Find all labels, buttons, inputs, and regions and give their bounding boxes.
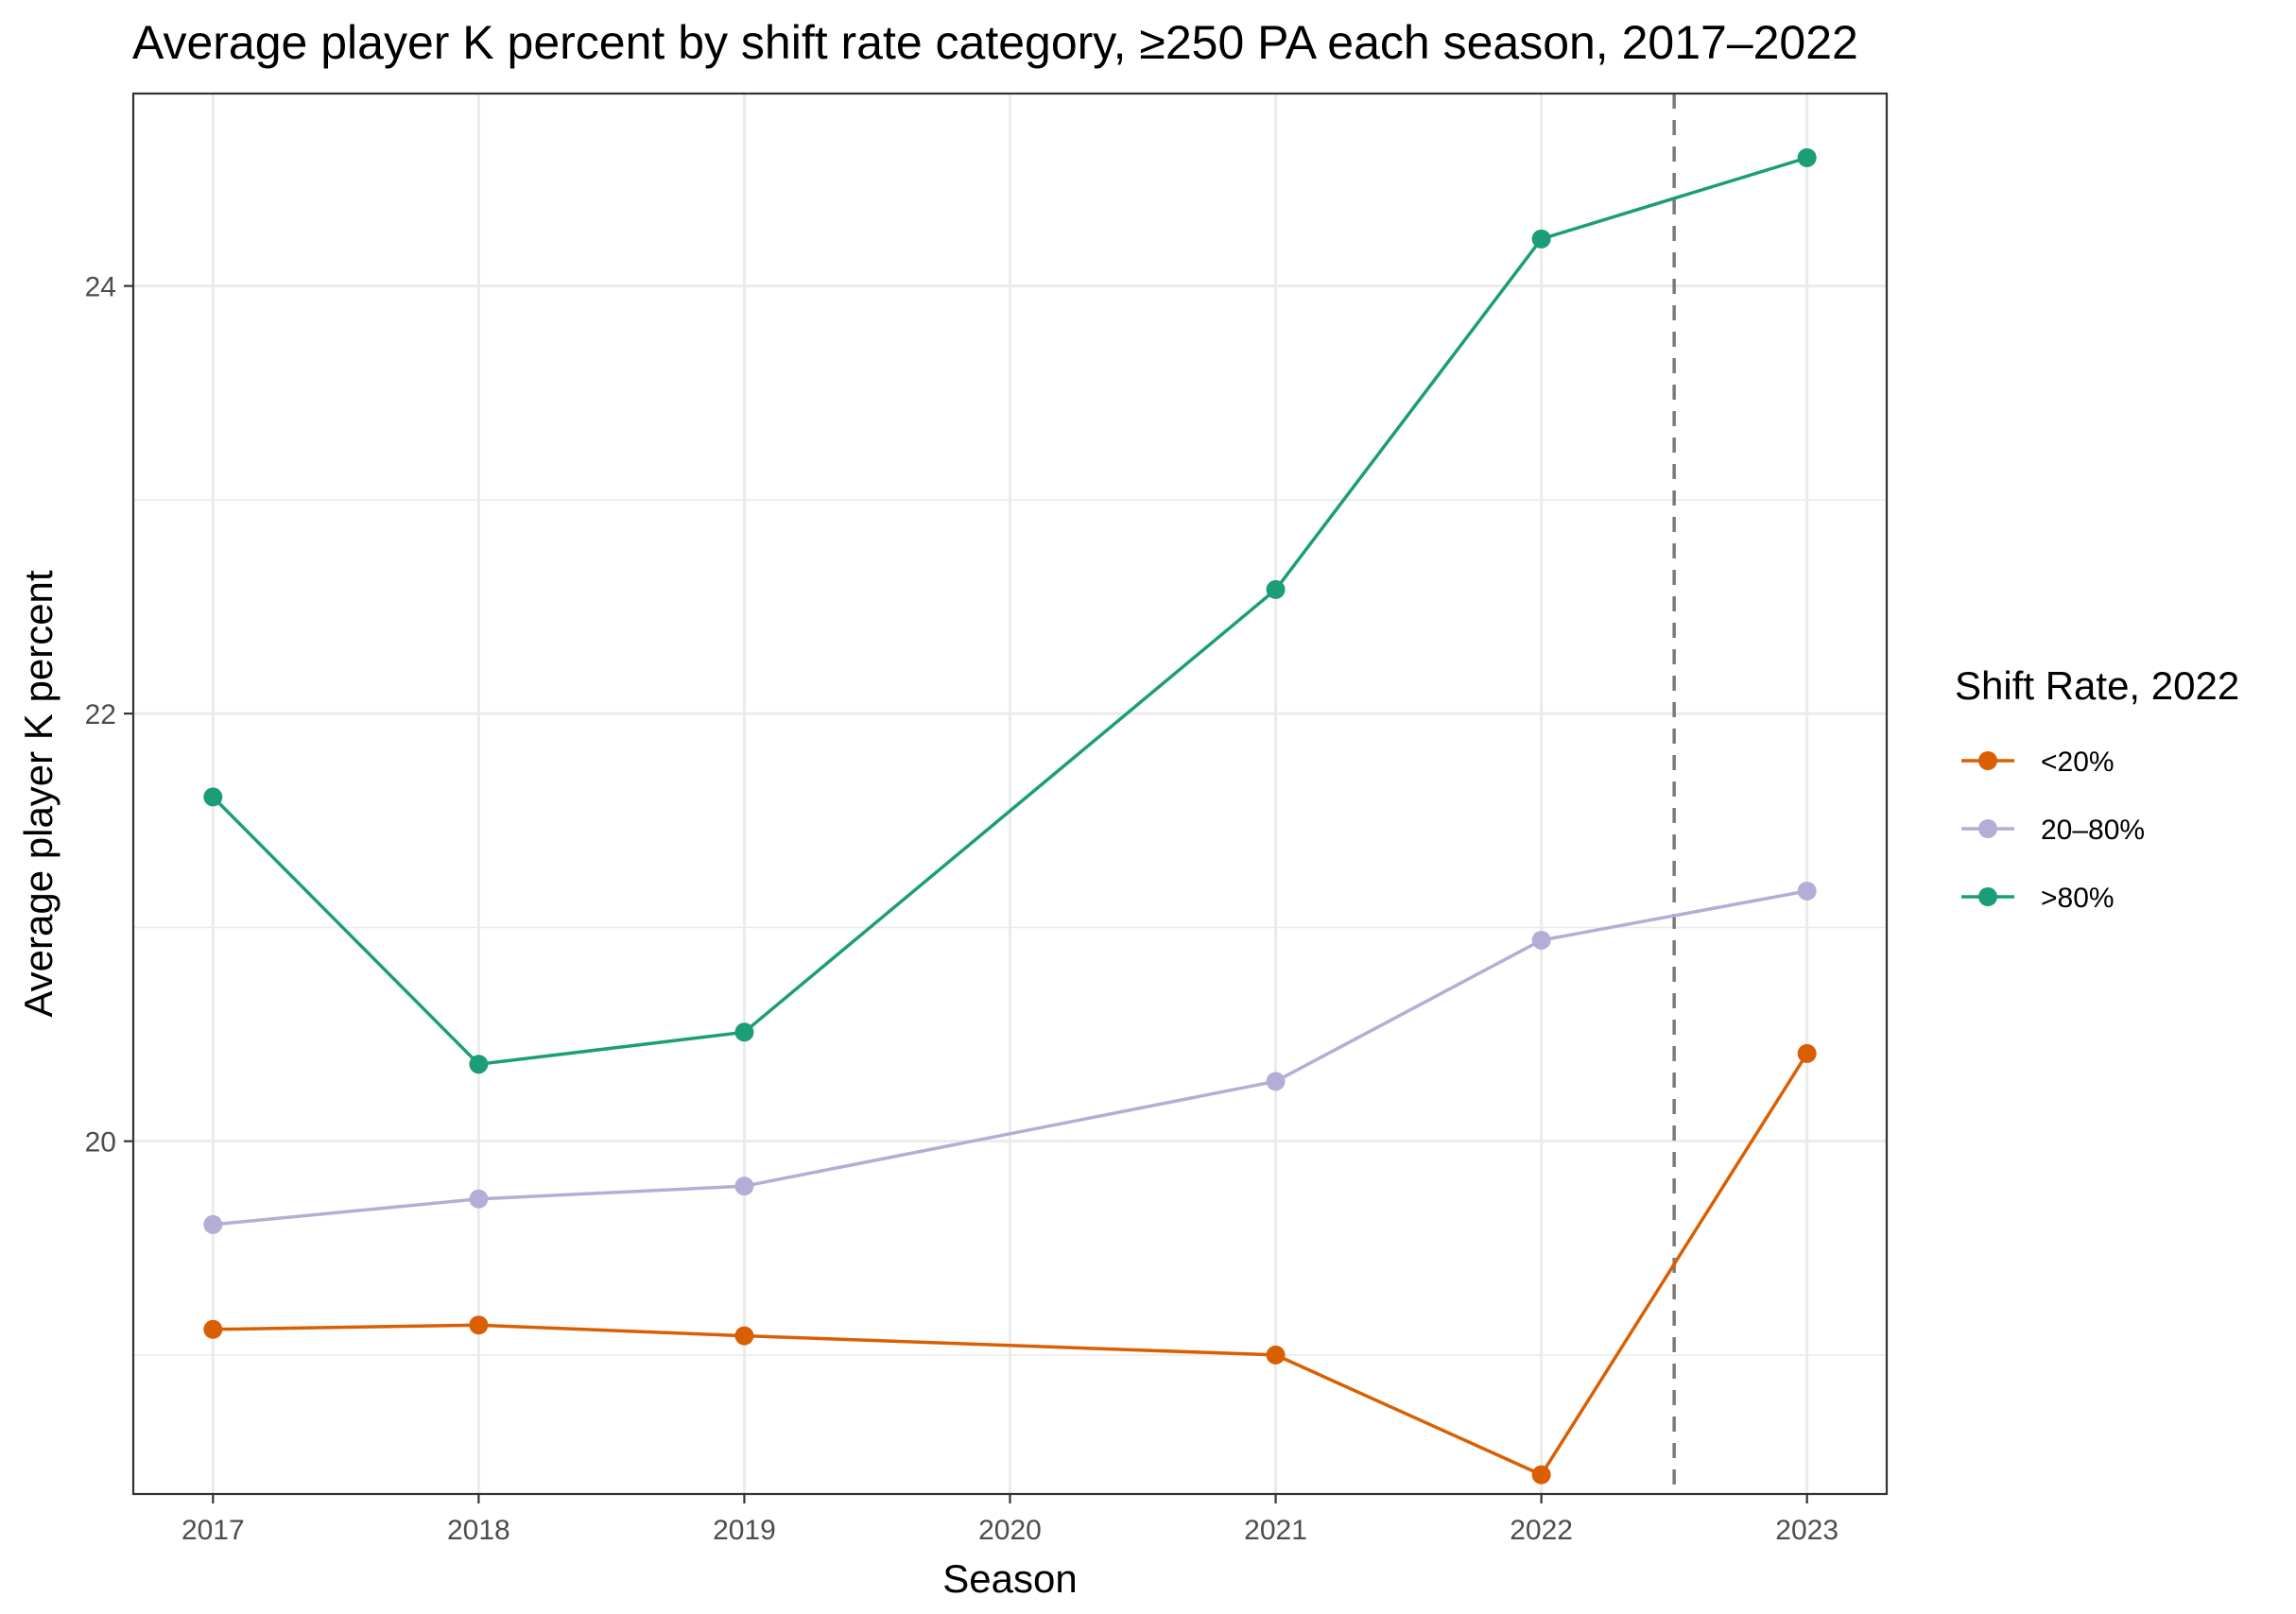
- data-point: [734, 1176, 754, 1196]
- y-tick-label: 22: [85, 699, 116, 730]
- legend-item: [1961, 887, 2014, 906]
- legend-label: >80%: [2041, 883, 2115, 914]
- series-line: [212, 156, 1808, 1066]
- legend-key-marker: [1978, 819, 1997, 838]
- legend-key-marker: [1978, 887, 1997, 906]
- y-axis-title: Average player K percent: [16, 570, 60, 1018]
- data-point: [1266, 1072, 1286, 1091]
- series-2: [203, 881, 1817, 1234]
- series-layer: [203, 147, 1817, 1485]
- legend-item: [1961, 819, 2014, 838]
- data-point: [1266, 1345, 1286, 1365]
- data-point: [469, 1055, 489, 1074]
- legend-label: <20%: [2041, 747, 2115, 778]
- grid: [133, 94, 1887, 1494]
- x-tick-label: 2023: [1775, 1515, 1839, 1546]
- x-axis-title: Season: [942, 1556, 1077, 1601]
- data-point: [1266, 579, 1286, 599]
- data-point: [1797, 1043, 1817, 1063]
- y-tick-label: 20: [85, 1127, 116, 1159]
- data-point: [203, 1214, 223, 1234]
- chart-title: Average player K percent by shift rate c…: [132, 16, 1858, 69]
- x-tick-label: 2018: [447, 1515, 510, 1546]
- legend-label: 20–80%: [2041, 815, 2145, 846]
- x-tick-label: 2022: [1510, 1515, 1573, 1546]
- data-point: [203, 1319, 223, 1339]
- data-point: [1531, 930, 1551, 950]
- legend-item: [1961, 751, 2014, 770]
- legend-key-marker: [1978, 751, 1997, 770]
- series-line: [213, 889, 1808, 1227]
- x-tick-label: 2021: [1244, 1515, 1307, 1546]
- data-point: [469, 1315, 489, 1335]
- y-tick-label: 24: [85, 272, 116, 303]
- series-1: [203, 1043, 1817, 1485]
- data-point: [734, 1022, 754, 1042]
- x-tick-label: 2020: [978, 1515, 1042, 1546]
- data-point: [1531, 1465, 1551, 1485]
- data-point: [1797, 881, 1817, 901]
- data-point: [1531, 229, 1551, 249]
- data-point: [1797, 147, 1817, 167]
- legend-items: <20% 20–80% >80%: [1961, 747, 2145, 914]
- series-3: [203, 147, 1817, 1074]
- x-tick-label: 2017: [181, 1515, 245, 1546]
- x-tick-label: 2019: [713, 1515, 776, 1546]
- data-point: [203, 787, 223, 807]
- legend: Shift Rate, 2022 <20% 20–80% >80%: [1955, 663, 2239, 914]
- legend-title: Shift Rate, 2022: [1955, 663, 2239, 708]
- series-line: [213, 1052, 1809, 1477]
- data-point: [469, 1189, 489, 1209]
- data-point: [734, 1326, 754, 1346]
